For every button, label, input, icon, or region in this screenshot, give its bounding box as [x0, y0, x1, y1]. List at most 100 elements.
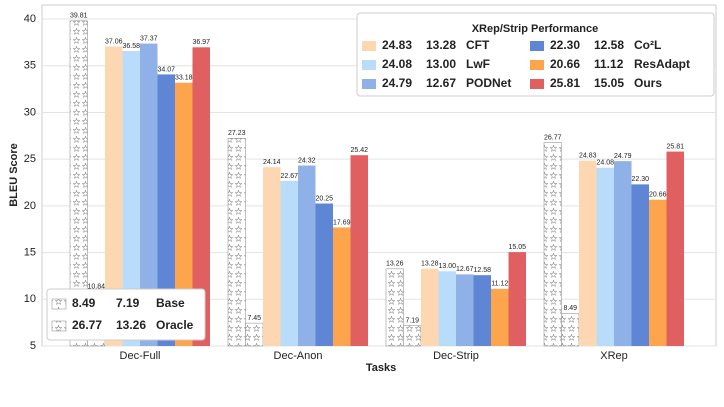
- legend-swatch: [362, 79, 376, 89]
- legend-label: ResAdapt: [634, 57, 690, 71]
- legend-value: 24.83: [382, 38, 412, 52]
- value-label: 10.84: [87, 283, 105, 290]
- bar: [596, 167, 614, 346]
- value-label: 24.08: [596, 160, 614, 167]
- bar: [105, 46, 123, 346]
- bar: [438, 271, 456, 346]
- value-label: 24.83: [579, 153, 597, 160]
- value-label: 15.05: [508, 244, 526, 251]
- bar: [631, 184, 649, 346]
- value-label: 22.67: [280, 173, 298, 180]
- legend-swatch: [530, 41, 544, 51]
- x-tick-label: Dec-Strip: [433, 350, 479, 362]
- legend-label: PODNet: [466, 76, 511, 90]
- legend-value: 25.81: [550, 76, 580, 90]
- y-tick-label: 40: [24, 13, 36, 25]
- value-label: 39.81: [70, 13, 88, 20]
- legend-value: 8.49: [72, 296, 96, 310]
- x-tick-label: Dec-Full: [120, 350, 161, 362]
- x-tick-label: XRep: [600, 350, 628, 362]
- bar: [263, 167, 281, 346]
- value-label: 20.66: [649, 192, 667, 199]
- bar: [666, 151, 684, 346]
- legend-value: 15.05: [594, 76, 624, 90]
- legend-value: 12.58: [594, 38, 624, 52]
- legend-label: CFT: [466, 38, 490, 52]
- value-label: 12.67: [456, 266, 474, 273]
- x-tick-label: Dec-Anon: [274, 350, 323, 362]
- value-label: 24.32: [298, 157, 316, 164]
- legend-value: 24.08: [382, 57, 412, 71]
- y-tick-label: 20: [24, 200, 36, 212]
- bar: [192, 47, 210, 346]
- bar: [280, 180, 298, 346]
- bar: [579, 160, 597, 346]
- bar: [473, 275, 491, 346]
- bar: [175, 82, 193, 347]
- bar: [543, 142, 562, 347]
- bar: [298, 165, 316, 346]
- legend-value: 13.28: [426, 38, 456, 52]
- bar: [561, 313, 580, 347]
- y-tick-label: 35: [24, 60, 36, 72]
- legend-value: 11.12: [594, 57, 624, 71]
- bar: [227, 138, 246, 347]
- value-label: 11.12: [491, 281, 508, 288]
- value-label: 8.49: [563, 305, 577, 312]
- value-label: 37.06: [105, 38, 123, 45]
- value-label: 17.69: [333, 219, 351, 226]
- value-label: 33.18: [175, 75, 193, 82]
- legend-value: 22.30: [550, 38, 580, 52]
- value-label: 7.19: [405, 317, 419, 324]
- legend-swatch: [51, 320, 67, 332]
- value-label: 24.79: [614, 153, 632, 160]
- value-label: 25.42: [350, 147, 368, 154]
- bar: [122, 50, 140, 346]
- value-label: 20.25: [315, 195, 333, 202]
- bar: [456, 274, 474, 346]
- bar: [245, 322, 264, 347]
- y-axis-label: BLEU Score: [8, 143, 20, 207]
- value-label: 26.77: [544, 134, 562, 141]
- legend-value: 13.26: [116, 318, 146, 332]
- bar: [333, 227, 351, 346]
- value-label: 24.14: [263, 159, 281, 166]
- legend-value: 20.66: [550, 57, 580, 71]
- value-label: 36.97: [192, 39, 210, 46]
- bar: [491, 288, 509, 346]
- legend-value: 12.67: [426, 76, 456, 90]
- bar: [385, 268, 404, 347]
- legend-swatch: [51, 298, 67, 310]
- value-label: 13.28: [421, 260, 439, 267]
- x-axis-label: Tasks: [366, 362, 396, 374]
- legend-swatch: [530, 79, 544, 89]
- legend-box: [356, 12, 715, 97]
- bar: [421, 268, 439, 346]
- value-label: 25.81: [666, 143, 684, 150]
- bar: [614, 161, 632, 346]
- value-label: 22.30: [631, 176, 649, 183]
- bar: [649, 199, 667, 346]
- value-label: 13.26: [386, 261, 404, 268]
- legend-label: Base: [156, 296, 185, 310]
- bar: [140, 43, 158, 347]
- bar: [350, 155, 368, 346]
- legend-value: 13.00: [426, 57, 456, 71]
- y-tick-label: 25: [24, 153, 36, 165]
- value-label: 27.23: [228, 130, 246, 137]
- legend-label: Ours: [634, 76, 662, 90]
- legend-box: [46, 288, 206, 341]
- legend-label: LwF: [466, 57, 490, 71]
- value-label: 36.58: [122, 43, 140, 50]
- value-label: 37.37: [140, 35, 158, 42]
- value-label: 7.45: [247, 315, 261, 322]
- value-label: 34.07: [157, 66, 175, 73]
- legend-swatch: [362, 41, 376, 51]
- legend-value: 26.77: [72, 318, 102, 332]
- legend-title: XRep/Strip Performance: [472, 23, 599, 35]
- legend-swatch: [530, 60, 544, 70]
- legend-label: Oracle: [156, 318, 194, 332]
- value-label: 13.00: [438, 263, 456, 270]
